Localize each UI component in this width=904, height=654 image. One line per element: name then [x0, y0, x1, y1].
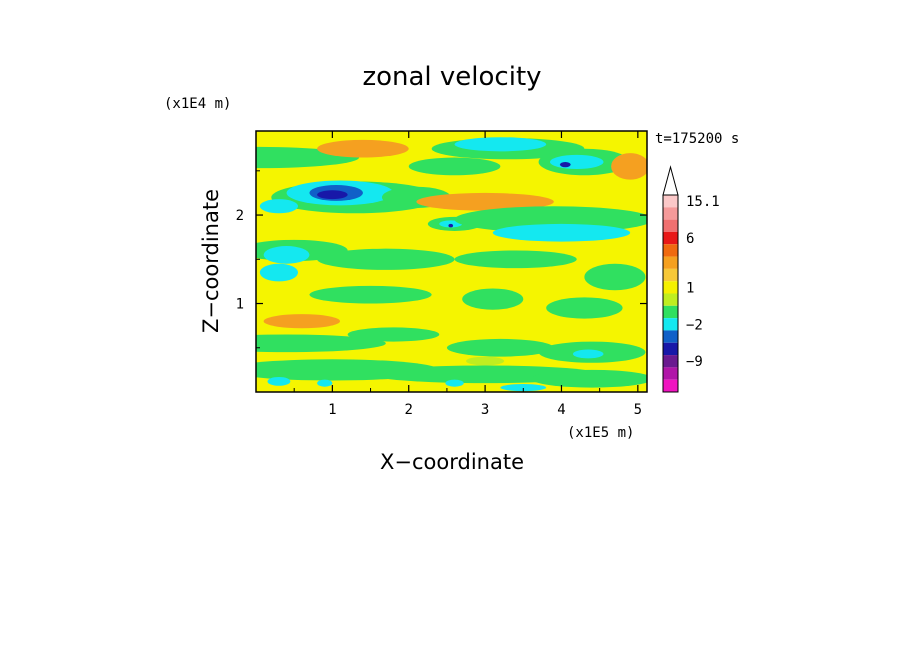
x-tick-label-1: 1 — [328, 402, 336, 418]
colorbar-level-4 — [663, 244, 678, 257]
contour-patch-40 — [317, 379, 333, 387]
contour-patch-41 — [445, 379, 464, 387]
contour-patch-6 — [559, 161, 571, 168]
contour-patch-22 — [263, 246, 310, 264]
contour-patch-5 — [550, 154, 604, 170]
colorbar-level-14 — [663, 367, 678, 380]
colorbar-level-7 — [663, 281, 678, 294]
contour-patch-30 — [263, 314, 341, 329]
chart-title: zonal velocity — [362, 62, 541, 92]
x-axis-ticks: 1 2 3 4 5 — [293, 131, 642, 418]
contour-patch-35 — [572, 349, 604, 359]
contour-field — [256, 131, 647, 392]
contour-patch-13 — [259, 199, 299, 214]
contour-patch-32 — [347, 327, 440, 342]
colorbar-level-2 — [663, 219, 678, 232]
colorbar-level-12 — [663, 342, 678, 356]
y-axis-ticks: 12 — [236, 170, 647, 349]
contour-patch-42 — [500, 384, 547, 392]
colorbar-label-2: 1 — [686, 280, 694, 296]
colorbar: 15.1 6 1 −2 −9 — [662, 165, 720, 393]
contour-patch-23 — [259, 263, 299, 282]
contour-patch-38 — [530, 369, 647, 388]
contour-patch-17 — [439, 220, 463, 228]
contour-patch-39 — [267, 376, 291, 386]
contour-patch-33 — [446, 338, 554, 357]
colorbar-overflow-arrow — [662, 165, 679, 196]
contour-patch-1 — [317, 139, 409, 158]
x-tick-label-4: 4 — [557, 402, 565, 418]
colorbar-label-0: 15.1 — [686, 194, 720, 210]
colorbar-level-10 — [663, 318, 678, 331]
colorbar-level-0 — [663, 195, 678, 208]
y-tick-label-1: 1 — [236, 297, 244, 313]
contour-patch-25 — [454, 250, 577, 269]
x-tick-label-5: 5 — [634, 402, 642, 418]
contour-patch-28 — [462, 288, 524, 310]
y-tick-label-2: 2 — [236, 208, 244, 224]
contour-patch-24 — [317, 248, 455, 270]
x-scale-label: (x1E5 m) — [567, 425, 634, 441]
contour-patch-8 — [408, 157, 501, 176]
contour-patch-31 — [256, 334, 386, 353]
contour-patch-7 — [611, 153, 647, 180]
colorbar-frame — [662, 194, 679, 393]
y-scale-label: (x1E4 m) — [164, 96, 231, 112]
colorbar-level-11 — [663, 330, 678, 343]
contour-patch-18 — [448, 223, 454, 228]
colorbar-level-5 — [663, 256, 678, 269]
x-tick-label-2: 2 — [405, 402, 413, 418]
colorbar-label-3: −2 — [686, 317, 703, 333]
y-axis-title: Z−coordinate — [199, 189, 223, 333]
x-tick-label-3: 3 — [481, 402, 489, 418]
x-axis-title: X−coordinate — [380, 450, 524, 474]
contour-patch-29 — [546, 297, 623, 319]
plot-frame — [255, 130, 648, 393]
contour-patch-20 — [492, 223, 631, 242]
colorbar-label-1: 6 — [686, 231, 694, 247]
time-label: t=175200 s — [655, 131, 739, 147]
contour-patch-43 — [466, 356, 505, 366]
colorbar-level-9 — [663, 305, 678, 319]
colorbar-level-8 — [663, 293, 678, 306]
contour-patch-15 — [416, 192, 554, 211]
colorbar-level-1 — [663, 207, 678, 220]
colorbar-level-3 — [663, 231, 678, 245]
contour-patch-3 — [454, 137, 547, 152]
colorbar-label-4: −9 — [686, 354, 703, 370]
colorbar-level-13 — [663, 355, 678, 368]
colorbar-level-6 — [663, 268, 678, 282]
contour-patch-12 — [317, 190, 348, 200]
contour-patch-27 — [309, 285, 432, 304]
colorbar-level-15 — [663, 379, 678, 392]
contour-patch-26 — [584, 263, 646, 291]
